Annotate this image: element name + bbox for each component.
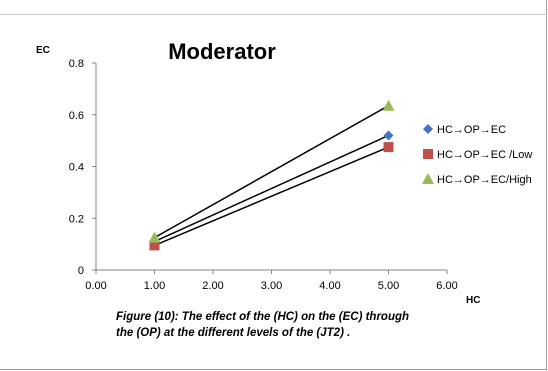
markers	[148, 99, 395, 251]
x-tick-label: 2.00	[202, 280, 223, 292]
legend: HC→OP→EC HC→OP→EC /Low HC→OP→EC/High	[422, 124, 532, 186]
y-tick-label: 0.8	[69, 58, 84, 70]
trendline	[154, 146, 389, 247]
trendline	[154, 105, 389, 239]
data-point	[149, 240, 160, 251]
trendlines	[154, 105, 389, 247]
x-tick-label: 5.00	[378, 280, 399, 292]
y-tick-label: 0.2	[69, 213, 84, 225]
trendline	[154, 134, 389, 243]
x-axis-title: HC	[466, 295, 480, 306]
y-tick-label: 0.4	[69, 162, 84, 174]
data-point	[383, 142, 394, 153]
legend-marker	[423, 149, 433, 159]
y-tick-label: 0.6	[69, 110, 84, 122]
x-tick-label: 1.00	[144, 280, 165, 292]
figure-caption: Figure (10): The effect of the (HC) on t…	[116, 311, 410, 339]
x-tick-label: 6.00	[436, 280, 457, 292]
legend-label: HC→OP→EC	[437, 124, 506, 136]
axes: 0 0.2 0.4 0.6 0.8 0.00 1.00 2.00 3.00 4.00 5.00 6.0…	[69, 58, 458, 292]
legend-marker	[423, 124, 433, 134]
data-point	[382, 99, 395, 111]
x-tick-label: 4.00	[319, 280, 340, 292]
y-axis-title: EC	[36, 45, 50, 56]
legend-marker	[422, 173, 434, 184]
x-tick-label: 3.00	[261, 280, 282, 292]
legend-label: HC→OP→EC /Low	[437, 149, 532, 161]
x-tick-label: 0.00	[85, 280, 106, 292]
data-point	[383, 130, 394, 141]
y-tick-label: 0	[78, 265, 84, 277]
data-point	[148, 231, 161, 243]
chart-title: Moderator	[168, 39, 276, 64]
legend-label: HC→OP→EC/High	[437, 174, 532, 186]
